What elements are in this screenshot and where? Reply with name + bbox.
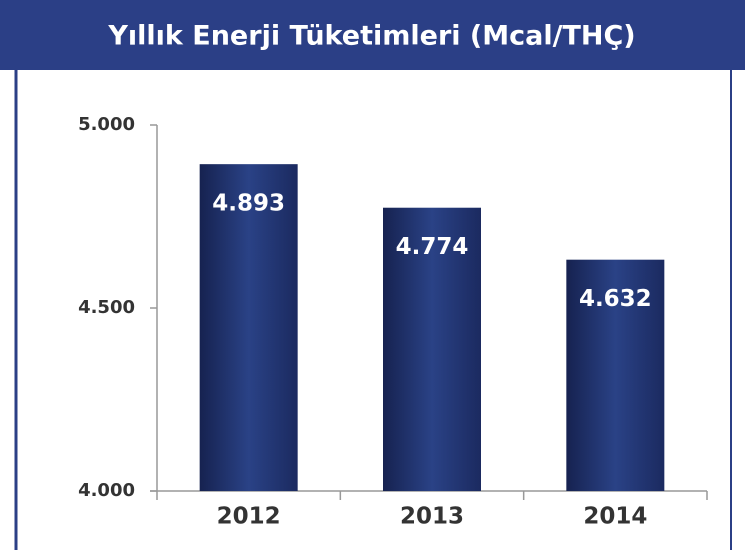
bar [566,259,665,491]
data-label: 4.893 [212,191,285,217]
bar [383,207,481,491]
x-tick-label: 2012 [217,504,281,530]
title-banner [0,0,745,70]
y-tick-label: 5.000 [78,114,135,135]
data-label: 4.632 [579,286,652,312]
x-tick-label: 2014 [583,504,647,530]
chart-title: Yıllık Enerji Tüketimleri (Mcal/THÇ) [107,21,635,52]
x-tick-label: 2013 [400,504,464,530]
y-tick-label: 4.000 [78,480,135,501]
y-tick-label: 4.500 [78,297,135,318]
bar [199,164,298,492]
data-label: 4.774 [396,234,469,260]
